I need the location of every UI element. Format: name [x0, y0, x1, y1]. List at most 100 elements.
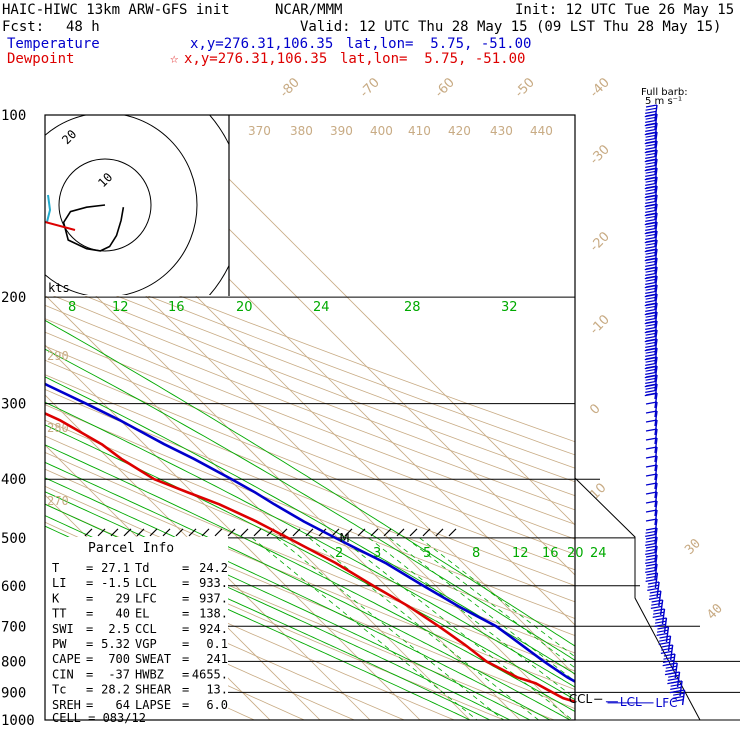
- wind-barb-flag: [645, 566, 657, 570]
- plot-frame: [44, 114, 576, 721]
- wind-barb-flag: [670, 680, 683, 684]
- init-time: Init: 12 UTC Tue 26 May 15: [515, 2, 735, 18]
- level-marker-label: LCL: [620, 695, 642, 709]
- freezing-level-hatch: [240, 528, 249, 537]
- wind-barb-flag: [645, 554, 658, 558]
- wind-barb-flag: [645, 215, 657, 219]
- wind-barb: [644, 158, 658, 175]
- parcel-param-name: CIN: [52, 667, 74, 681]
- wind-barb-flag: [672, 699, 684, 703]
- parcel-equals: =: [86, 637, 93, 651]
- wind-barb-flag: [645, 143, 657, 147]
- wind-barb-flag: [645, 350, 657, 354]
- hodograph-trace: [62, 204, 125, 252]
- wind-barb-flag: [645, 176, 658, 180]
- wind-barb-flag: [645, 122, 658, 126]
- freezing-level-hatch: [292, 528, 301, 537]
- freezing-level-hatch: [227, 528, 236, 537]
- parcel-equals: =: [86, 683, 93, 697]
- parcel-equals: =: [86, 622, 93, 636]
- parcel-equals: =: [182, 622, 189, 636]
- wind-barb-flag: [645, 371, 657, 375]
- wind-barb-flag: [645, 188, 657, 192]
- wind-barb-flag: [645, 293, 658, 297]
- wind-barb-flag: [645, 185, 658, 189]
- wind-barb-flag: [645, 392, 658, 396]
- freezing-level-hatch: [331, 528, 340, 537]
- wind-barb-flag: [645, 365, 658, 369]
- wind-barb: [654, 617, 668, 634]
- parcel-equals: =: [182, 698, 189, 712]
- mixing-ratio-label: 32: [501, 300, 518, 315]
- wind-barb-staff: [654, 419, 658, 436]
- dry-adiabat-line: [45, 304, 575, 511]
- parcel-equals: =: [182, 591, 189, 605]
- wind-barb-flag: [645, 563, 658, 567]
- wind-barb-flag: [670, 686, 682, 690]
- parcel-param-value: 28.2: [101, 683, 130, 697]
- parcel-param-value: 5.32: [101, 637, 130, 651]
- wind-barb-flag: [645, 155, 657, 159]
- wind-barb-flag: [647, 587, 659, 591]
- wind-barb-flag: [645, 263, 657, 267]
- freezing-level-hatch: [110, 528, 119, 537]
- parcel-param-value: 241: [206, 652, 228, 666]
- wind-barb-flag: [645, 104, 658, 108]
- parcel-param-value: 40: [116, 607, 130, 621]
- parcel-param-name: Td: [135, 561, 149, 575]
- wind-barb-flag: [670, 683, 682, 687]
- model-title: HAIC-HIWC 13km ARW-GFS init: [2, 2, 230, 18]
- wind-barb-flag: [665, 665, 677, 669]
- wind-barb-staff: [654, 410, 658, 427]
- wind-barb-flag: [647, 584, 659, 588]
- wind-barb-flag: [645, 386, 657, 390]
- parcel-param-value: 0.1: [206, 637, 228, 651]
- parcel-param-name: VGP: [135, 637, 157, 651]
- wind-barb-staff: [654, 455, 658, 472]
- wind-barb-flag: [645, 473, 658, 477]
- wind-barb-flag: [645, 272, 657, 276]
- wind-barb-flag: [645, 227, 657, 231]
- temperature-profile: [45, 382, 575, 684]
- dry-adiabat-line: [45, 579, 355, 720]
- mixing-ratio-line: [389, 537, 575, 682]
- wind-barb-flag: [645, 323, 657, 327]
- wind-barb-flag: [645, 266, 658, 270]
- wind-barb-flag: [645, 500, 658, 504]
- pressure-tick-label: 400: [1, 472, 26, 488]
- wind-barb-flag: [654, 620, 667, 624]
- wind-barb-flag: [645, 197, 657, 201]
- isotherm-label: -20: [587, 229, 613, 255]
- wind-barb-flag: [645, 131, 658, 135]
- wind-barb-flag: [645, 164, 657, 168]
- wind-barb-flag: [645, 149, 658, 153]
- wind-barb-flag: [645, 341, 657, 345]
- wind-barb-flag: [645, 191, 657, 195]
- wind-barb-flag: [645, 251, 657, 255]
- wind-barb-flag: [645, 245, 657, 249]
- isotherm-label: 30: [682, 536, 704, 558]
- wind-barb-flag: [645, 545, 658, 549]
- wind-barb-flag: [645, 110, 657, 114]
- wind-barb: [645, 473, 658, 490]
- wind-barb-staff: [654, 491, 658, 508]
- parcel-param-name: SHEAR: [135, 683, 172, 697]
- wind-barb-flag: [668, 674, 680, 678]
- wind-barb-flag: [645, 311, 658, 315]
- wind-barb-staff: [654, 446, 658, 463]
- mixing-ratio-label: 24: [313, 300, 330, 315]
- wind-barb-flag: [645, 374, 658, 378]
- wind-barb: [645, 464, 658, 481]
- parcel-param-name: TT: [52, 607, 66, 621]
- wind-barb-flag: [663, 653, 675, 657]
- freezing-level-hatch: [214, 528, 223, 537]
- wind-barb-staff: [654, 383, 658, 400]
- wind-barb: [645, 536, 658, 553]
- wind-barb-flag: [645, 314, 657, 318]
- dry-adiabat-line: [45, 435, 575, 654]
- freezing-level-hatch: [175, 528, 184, 537]
- parcel-param-value: 64: [116, 698, 130, 712]
- parcel-param-value: 27.1: [101, 561, 130, 575]
- freezing-level-hatch: [409, 528, 418, 537]
- dewpoint-star-icon: ☆: [170, 51, 179, 67]
